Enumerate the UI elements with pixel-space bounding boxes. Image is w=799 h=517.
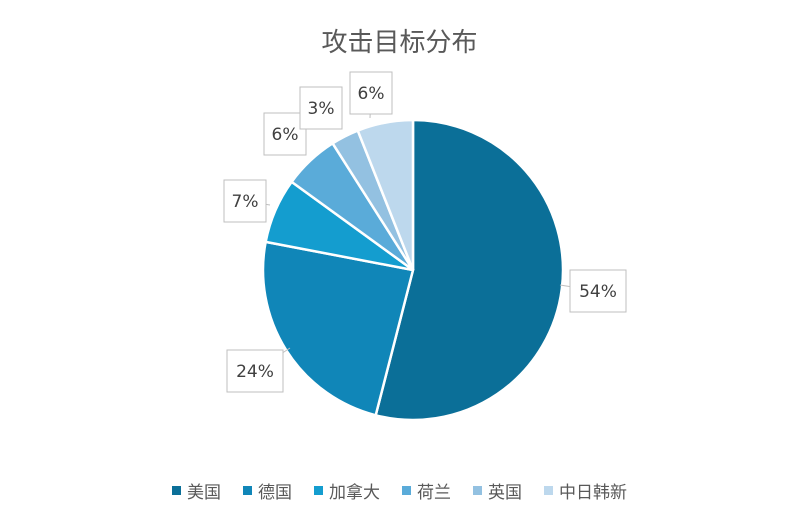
legend: 美国 德国 加拿大 荷兰 英国 中日韩新 — [0, 478, 799, 503]
data-label-5: 6% — [349, 71, 393, 119]
legend-label: 德国 — [258, 483, 292, 503]
data-label-0: 54% — [559, 269, 627, 313]
data-label-1: 24% — [226, 347, 291, 393]
legend-swatch — [473, 486, 482, 495]
svg-text:6%: 6% — [272, 125, 299, 145]
svg-text:3%: 3% — [308, 99, 335, 119]
data-label-3: 6% — [263, 112, 307, 156]
legend-label: 加拿大 — [329, 483, 380, 503]
chart-title: 攻击目标分布 — [321, 28, 478, 58]
svg-text:54%: 54% — [579, 282, 617, 302]
legend-item: 德国 — [243, 478, 292, 503]
legend-swatch — [402, 486, 411, 495]
legend-item: 荷兰 — [402, 478, 451, 503]
svg-text:6%: 6% — [358, 84, 385, 104]
legend-item: 英国 — [473, 478, 522, 503]
legend-item: 加拿大 — [314, 478, 380, 503]
legend-swatch — [172, 486, 181, 495]
data-label-4: 3% — [299, 86, 343, 130]
data-label-2: 7% — [223, 179, 271, 223]
legend-swatch — [243, 486, 252, 495]
legend-item: 中日韩新 — [544, 478, 627, 503]
legend-swatch — [314, 486, 323, 495]
pie-slice-5 — [356, 118, 415, 271]
legend-item: 美国 — [172, 478, 221, 503]
svg-text:7%: 7% — [232, 192, 259, 212]
legend-label: 英国 — [488, 483, 522, 503]
legend-label: 荷兰 — [417, 483, 451, 503]
svg-text:24%: 24% — [236, 362, 274, 382]
pie-slice-0 — [374, 118, 565, 422]
legend-swatch — [544, 486, 553, 495]
legend-label: 中日韩新 — [559, 483, 627, 503]
legend-label: 美国 — [187, 483, 221, 503]
